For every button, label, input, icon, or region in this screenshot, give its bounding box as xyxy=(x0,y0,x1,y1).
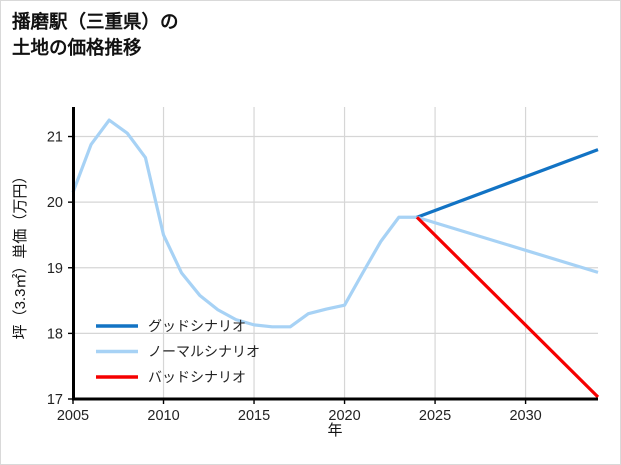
series-line xyxy=(416,148,599,219)
y-tick-labels: 17 18 19 20 21 xyxy=(47,130,63,408)
y-tick-label: 19 xyxy=(47,261,63,277)
legend-label: バッドシナリオ xyxy=(148,369,246,385)
x-tick-labels: 2005 2010 2015 2020 2025 2030 xyxy=(57,408,542,424)
legend-label: ノーマルシナリオ xyxy=(148,344,260,360)
x-tick-label: 2010 xyxy=(147,408,179,424)
tick-marks xyxy=(68,135,527,404)
data-series xyxy=(71,118,600,399)
x-axis-title: 年 xyxy=(327,422,342,439)
x-tick-label: 2005 xyxy=(57,408,89,424)
page-title: 播磨駅（三重県）の 土地の価格推移 xyxy=(12,11,179,59)
gridlines xyxy=(72,107,598,400)
series-line xyxy=(415,216,600,399)
x-tick-label: 2025 xyxy=(419,408,451,424)
y-axis-title: 坪（3.3㎡）単価（万円） xyxy=(12,169,29,340)
series-line xyxy=(71,118,417,329)
y-tick-label: 21 xyxy=(47,130,63,146)
legend-label: グッドシナリオ xyxy=(148,318,246,334)
y-tick-label: 18 xyxy=(47,326,63,342)
y-tick-label: 20 xyxy=(47,195,63,211)
series-line xyxy=(416,215,599,274)
x-tick-label: 2030 xyxy=(509,408,541,424)
y-tick-label: 17 xyxy=(47,392,63,408)
x-tick-label: 2020 xyxy=(328,408,360,424)
x-tick-label: 2015 xyxy=(238,408,270,424)
